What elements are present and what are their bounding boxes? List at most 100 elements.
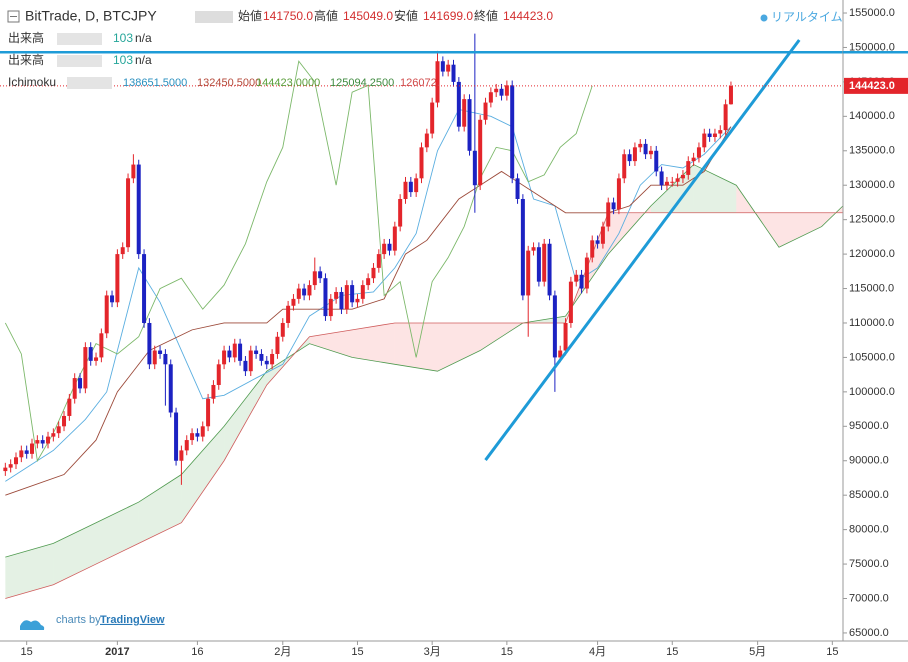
candle-body	[398, 198, 403, 227]
candle-body	[174, 412, 179, 461]
tv-logo	[20, 620, 45, 630]
candle-body	[259, 353, 264, 361]
realtime-label[interactable]: リアルタイム	[771, 10, 843, 24]
candle-body	[542, 243, 547, 282]
candle-body	[126, 178, 131, 248]
y-tick-label: 65000.0	[849, 627, 889, 639]
ohlc-name: 終値	[474, 8, 498, 23]
candle-body	[696, 147, 701, 158]
y-tick-label: 155000.0	[849, 7, 895, 19]
indicator-value: 126072.	[400, 77, 440, 89]
x-tick-label: 15	[501, 646, 513, 658]
x-tick-label: 2月	[274, 646, 291, 658]
candle-body	[430, 102, 435, 134]
volume-value: 103	[113, 53, 133, 67]
volume-extra: n/a	[135, 53, 152, 67]
candle-body	[147, 322, 152, 365]
y-tick-label: 95000.0	[849, 420, 889, 432]
candle-body	[248, 350, 253, 372]
candle-body	[190, 433, 195, 441]
candle-body	[8, 464, 13, 468]
x-tick-label: 15	[666, 646, 678, 658]
study-controls[interactable]	[57, 33, 102, 45]
y-tick-label: 125000.0	[849, 214, 895, 226]
study-controls[interactable]	[57, 55, 102, 67]
ohlc-name: 高値	[314, 8, 338, 23]
y-tick-label: 120000.0	[849, 248, 895, 260]
candle-body	[376, 254, 381, 268]
candle-body	[291, 298, 296, 306]
candle-body	[206, 398, 211, 427]
candle-body	[462, 99, 467, 127]
candle-body	[334, 291, 339, 299]
candle-body	[179, 450, 184, 461]
candle-body	[158, 350, 163, 354]
ohlc-value: 144423.0	[503, 9, 553, 23]
candle-body	[611, 202, 616, 210]
candle-body	[211, 384, 216, 399]
y-tick-label: 80000.0	[849, 524, 889, 536]
candle-body	[494, 88, 499, 93]
candle-body	[238, 343, 243, 361]
header: BitTrade, D, BTCJPY 始値 141750.0 高値 14504…	[7, 8, 843, 89]
y-tick-label: 100000.0	[849, 386, 895, 398]
candle-body	[654, 150, 659, 172]
candle-body	[302, 288, 307, 296]
ohlc-name: 始値	[238, 8, 262, 23]
candle-body	[643, 143, 648, 155]
candle-body	[387, 243, 392, 251]
realtime-dot	[760, 14, 768, 22]
candle-body	[675, 178, 680, 182]
candle-body	[254, 350, 259, 354]
axes: 65000.0 70000.0 75000.0 80000.0 85000.0 90000…	[21, 7, 908, 658]
indicator-value: 125094.2500	[330, 77, 394, 89]
indicator-value: 132450.5000	[197, 77, 261, 89]
candle-body	[14, 457, 19, 465]
candle-body	[510, 85, 515, 179]
y-tick-label: 75000.0	[849, 558, 889, 570]
series-controls[interactable]	[195, 11, 233, 23]
candle-body	[110, 295, 115, 303]
candle-body	[446, 64, 451, 72]
candle-body	[136, 164, 141, 255]
candle-body	[275, 336, 280, 354]
candle-body	[707, 133, 712, 138]
branding-link[interactable]: TradingView	[100, 614, 165, 626]
candle-body	[328, 298, 333, 317]
candle-body	[638, 143, 643, 148]
senkou-a-line	[5, 164, 843, 558]
candle-body	[419, 147, 424, 179]
x-tick-label: 3月	[424, 646, 441, 658]
candle-body	[531, 247, 536, 251]
candle-body	[616, 178, 621, 210]
candle-body	[120, 247, 125, 255]
candle-body	[483, 102, 488, 120]
y-tick-label: 110000.0	[849, 317, 894, 329]
candle-body	[595, 240, 600, 244]
candle-body	[280, 322, 285, 337]
candle-body	[680, 174, 685, 179]
candle-body	[584, 257, 589, 289]
y-tick-label: 115000.0	[849, 282, 894, 294]
x-tick-label: 2017	[105, 646, 129, 658]
volume-extra: n/a	[135, 31, 152, 45]
cloud-segment	[309, 329, 353, 358]
cloud-segment	[778, 212, 822, 248]
menu-icon[interactable]	[7, 10, 20, 23]
candle-body	[606, 202, 611, 227]
volume-name: 出来高	[8, 52, 44, 67]
candle-body	[3, 467, 8, 472]
candle-body	[78, 378, 83, 389]
candle-body	[526, 250, 531, 296]
candle-body	[718, 130, 723, 134]
study-controls[interactable]	[67, 77, 112, 89]
candle-body	[184, 440, 189, 451]
ichimoku-line	[5, 108, 732, 482]
y-tick-label: 140000.0	[849, 110, 895, 122]
candle-body	[435, 61, 440, 103]
candle-body	[142, 254, 147, 323]
candle-body	[152, 350, 157, 365]
candle-body	[323, 278, 328, 317]
y-tick-label: 70000.0	[849, 592, 889, 604]
